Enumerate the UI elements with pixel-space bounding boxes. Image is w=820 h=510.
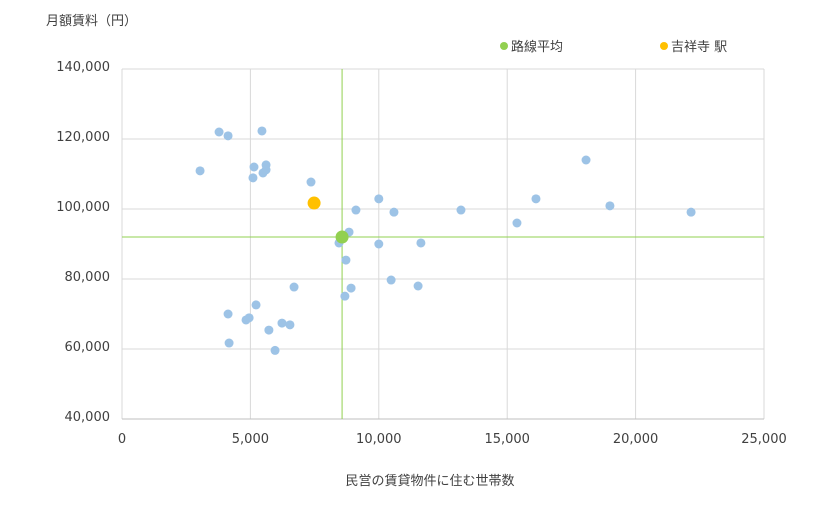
station-data-point [456, 205, 466, 215]
y-axis-title: 月額賃料（円） [46, 14, 138, 29]
station-data-point [686, 207, 696, 217]
y-tick-label: 40,000 [64, 410, 111, 425]
station-data-point [512, 218, 522, 228]
kichijoji-station-point [307, 196, 321, 210]
station-data-point [581, 155, 591, 165]
station-data-point [306, 177, 316, 187]
station-data-point [258, 168, 268, 178]
station-data-point [270, 345, 280, 355]
station-data-point [351, 205, 361, 215]
station-data-point [224, 338, 234, 348]
station-data-point [257, 126, 267, 136]
y-tick-label: 120,000 [56, 130, 110, 145]
yellow-dot-icon [660, 41, 668, 50]
y-tick-label: 100,000 [56, 200, 110, 215]
station-data-point [605, 201, 615, 211]
station-data-point [374, 239, 384, 249]
x-tick-label: 20,000 [612, 432, 659, 447]
station-data-point [195, 166, 205, 176]
station-data-point [277, 318, 287, 328]
station-data-point [341, 255, 351, 265]
x-tick-label: 0 [117, 432, 127, 447]
station-data-point [413, 281, 423, 291]
station-data-point [285, 320, 295, 330]
station-data-point [214, 127, 224, 137]
x-axis-title: 民営の賃貸物件に住む世帯数 [345, 474, 515, 489]
station-data-point [249, 162, 259, 172]
legend-label: 路線平均 [511, 40, 564, 55]
legend-item-kichijoji-station: 吉祥寺 駅 [660, 36, 727, 55]
station-data-point [241, 315, 251, 325]
x-tick-label: 25,000 [741, 432, 787, 447]
y-tick-label: 60,000 [64, 340, 111, 355]
station-data-point [248, 173, 258, 183]
station-data-point [340, 291, 350, 301]
station-data-point [223, 131, 233, 141]
station-data-point [251, 300, 261, 310]
station-data-point [531, 194, 541, 204]
station-data-point [389, 207, 399, 217]
station-data-point [289, 282, 299, 292]
station-data-point [223, 309, 233, 319]
route-average-point [335, 230, 349, 244]
x-tick-label: 15,000 [484, 432, 530, 447]
y-tick-label: 140,000 [56, 60, 110, 75]
station-data-point [374, 194, 384, 204]
station-data-point [386, 275, 396, 285]
x-tick-label: 10,000 [356, 432, 402, 447]
green-dot-icon [500, 41, 508, 50]
station-data-point [264, 325, 274, 335]
legend-item-route-average: 路線平均 [500, 36, 563, 55]
y-tick-label: 80,000 [64, 270, 111, 285]
legend-label: 吉祥寺 駅 [671, 40, 728, 55]
x-tick-label: 5,000 [231, 432, 269, 447]
station-data-point [416, 238, 426, 248]
station-data-point [346, 283, 356, 293]
